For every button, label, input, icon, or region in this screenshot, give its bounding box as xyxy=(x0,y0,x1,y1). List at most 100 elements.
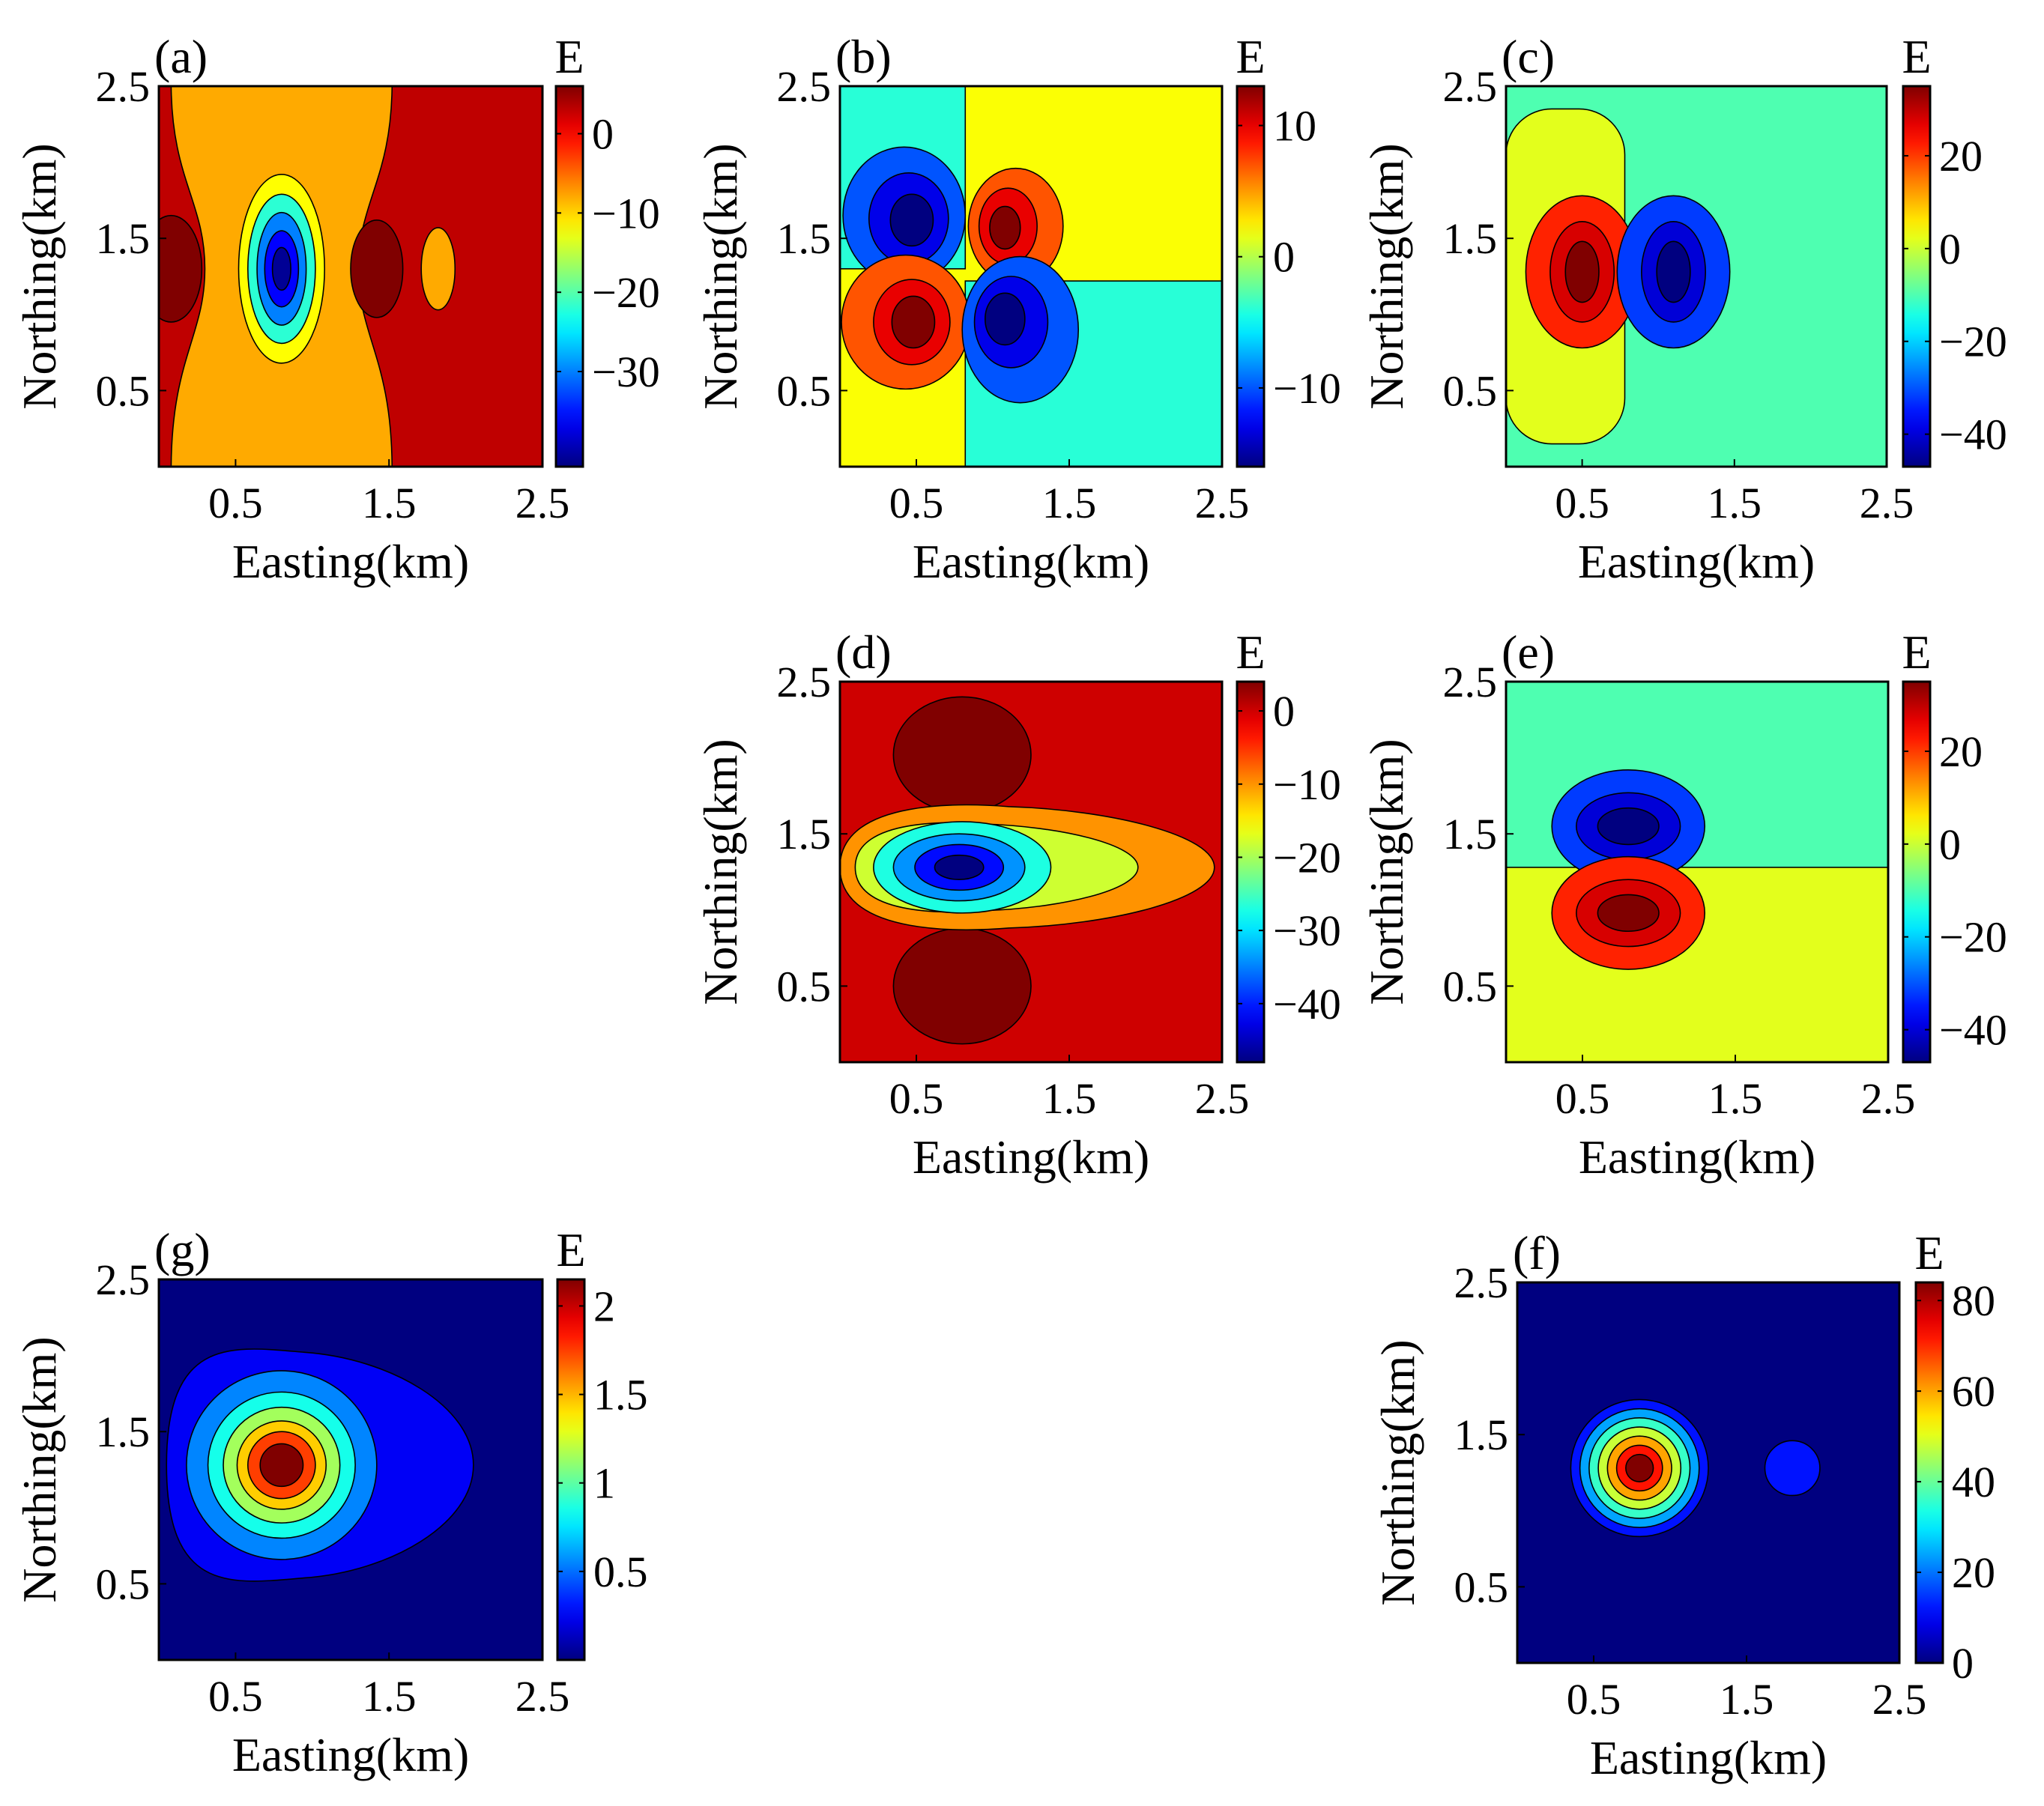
panel-a-x-tick-label: 0.5 xyxy=(208,479,263,527)
panel-c-contour-3 xyxy=(1564,240,1600,303)
panel-e-axes-frame xyxy=(1505,680,1890,1064)
panel-b-x-tick-label: 1.5 xyxy=(1042,479,1097,527)
panel-g-y-tick-label: 2.5 xyxy=(96,1255,151,1304)
panel-f-colorbar-title: E xyxy=(1914,1226,1944,1279)
panel-a-colorbar xyxy=(554,85,584,468)
panel-c-y-tick-label: 1.5 xyxy=(1443,214,1498,263)
panel-c-y-tick-label: 2.5 xyxy=(1443,62,1498,111)
panel-d-x-tick-label: 1.5 xyxy=(1042,1074,1097,1123)
panel-f-axes-frame xyxy=(1516,1281,1901,1664)
panel-d-contour-0 xyxy=(892,696,1032,813)
panel-f-colorbar-tick-label: 40 xyxy=(1952,1458,1995,1506)
panel-f-colorbar-tick-label: 80 xyxy=(1952,1276,1995,1325)
panel-f-y-tick-label: 1.5 xyxy=(1454,1410,1509,1459)
panel-a-plot-area xyxy=(159,86,542,467)
panel-e-colorbar-tick-label: −20 xyxy=(1939,913,2007,962)
panel-b-y-axis-label: Northing(km) xyxy=(694,143,747,410)
panel-c-colorbar-title: E xyxy=(1902,30,1931,83)
panel-f-colorbar xyxy=(1914,1281,1944,1664)
panel-e-contour-6 xyxy=(1597,894,1660,933)
panel-b-x-tick-label: 0.5 xyxy=(889,479,944,527)
panel-d-plot-area xyxy=(840,682,1222,1062)
panel-g-y-tick-label: 1.5 xyxy=(96,1407,151,1456)
panel-c-y-tick-label: 0.5 xyxy=(1443,366,1498,415)
panel-e-plot-area xyxy=(1506,682,1888,1062)
panel-d-colorbar-tick-label: −40 xyxy=(1273,980,1341,1028)
panel-g-panel-label: (g) xyxy=(154,1223,211,1276)
panel-b-plot-area xyxy=(840,86,1222,467)
panel-d-colorbar-title: E xyxy=(1236,625,1265,679)
panel-a-y-axis-label: Northing(km) xyxy=(13,143,66,410)
panel-d-contour-1 xyxy=(892,927,1032,1045)
panel-f-colorbar-tick-label: 20 xyxy=(1952,1548,1995,1597)
panel-e-x-tick-label: 0.5 xyxy=(1555,1074,1610,1123)
panel-d-colorbar-tick-label: −20 xyxy=(1273,833,1341,882)
panel-g-x-tick-label: 0.5 xyxy=(208,1672,263,1721)
panel-g-plot-area xyxy=(159,1279,542,1660)
panel-f-x-tick-label: 1.5 xyxy=(1720,1675,1774,1724)
panel-d-colorbar-tick-label: 0 xyxy=(1273,687,1295,736)
panel-g-colorbar-title: E xyxy=(556,1223,585,1276)
panel-b-colorbar-tick-label: 0 xyxy=(1273,233,1295,282)
panel-b-axes-frame xyxy=(838,85,1224,468)
panel-b-y-tick-label: 0.5 xyxy=(777,366,832,415)
panel-b-contour-10 xyxy=(891,295,936,349)
panel-a-contour-7 xyxy=(350,219,404,318)
panel-f: 0.5 1.5 2.5 0.5 1.5 2.5 Easting(km) Northing(km… xyxy=(1371,1226,1995,1784)
panel-a-x-tick-label: 2.5 xyxy=(515,479,570,527)
panel-e-x-tick-label: 1.5 xyxy=(1708,1074,1763,1123)
panel-a-y-tick-label: 0.5 xyxy=(96,366,151,415)
panel-c-contour-6 xyxy=(1656,240,1691,303)
panel-a-colorbar-tick-label: −20 xyxy=(592,268,660,317)
panel-c: 0.5 1.5 2.5 0.5 1.5 2.5 Easting(km) Northing(km… xyxy=(1360,30,2007,588)
panel-g-axes-frame xyxy=(157,1278,544,1661)
panel-d-y-tick-label: 2.5 xyxy=(777,658,832,706)
panel-g-x-axis-label: Easting(km) xyxy=(232,1728,469,1781)
panel-b-contour-7 xyxy=(989,205,1021,250)
panel-b: 0.5 1.5 2.5 0.5 1.5 2.5 Easting(km) Northing(km… xyxy=(694,30,1341,588)
panel-d-contour-7 xyxy=(934,854,985,880)
panel-f-x-tick-label: 0.5 xyxy=(1567,1675,1621,1724)
panel-g-colorbar xyxy=(556,1278,586,1661)
panel-g-contour-6 xyxy=(259,1443,304,1488)
panel-g: 0.5 1.5 2.5 0.5 1.5 2.5 Easting(km) Northing(km… xyxy=(13,1223,648,1781)
panel-b-y-tick-label: 2.5 xyxy=(777,62,832,111)
panel-e: 0.5 1.5 2.5 0.5 1.5 2.5 Easting(km) Northing(km… xyxy=(1360,625,2007,1184)
panel-e-panel-label: (e) xyxy=(1502,625,1555,679)
panel-d-colorbar-tick-label: −10 xyxy=(1273,760,1341,809)
panel-a-contour-5 xyxy=(271,246,291,291)
panel-b-contour-4 xyxy=(889,193,934,247)
panel-d-x-axis-label: Easting(km) xyxy=(913,1130,1149,1184)
panel-d-colorbar-tick-label: −30 xyxy=(1273,906,1341,955)
panel-f-contour-7 xyxy=(1764,1440,1821,1497)
panel-d-y-tick-label: 1.5 xyxy=(777,810,832,858)
panel-e-colorbar-tick-label: 20 xyxy=(1939,727,1983,776)
panel-d-panel-label: (d) xyxy=(835,625,892,679)
panel-f-y-tick-label: 2.5 xyxy=(1454,1258,1509,1307)
panel-e-y-tick-label: 2.5 xyxy=(1443,658,1498,706)
panel-b-contour-13 xyxy=(984,292,1026,346)
panel-d-axes-frame xyxy=(838,680,1224,1064)
panel-f-y-axis-label: Northing(km) xyxy=(1371,1339,1424,1606)
panel-b-colorbar-tick-label: −10 xyxy=(1273,364,1341,413)
panel-a-contour-6 xyxy=(159,214,203,323)
panel-e-colorbar-tick-label: −40 xyxy=(1939,1006,2007,1055)
panel-d: 0.5 1.5 2.5 0.5 1.5 2.5 Easting(km) Northing(km… xyxy=(694,625,1341,1184)
panel-c-x-tick-label: 2.5 xyxy=(1860,479,1914,527)
panel-e-y-tick-label: 0.5 xyxy=(1443,962,1498,1010)
panel-f-contour-6 xyxy=(1625,1453,1654,1482)
panel-g-colorbar-tick-label: 1 xyxy=(593,1459,615,1508)
panel-g-colorbar-tick-label: 2 xyxy=(593,1282,615,1330)
panel-a-colorbar-tick-label: −30 xyxy=(592,348,660,396)
panel-e-colorbar-title: E xyxy=(1902,625,1931,679)
panel-e-colorbar-tick-label: 0 xyxy=(1939,820,1961,869)
panel-g-y-tick-label: 0.5 xyxy=(96,1560,151,1608)
panel-b-panel-label: (b) xyxy=(835,30,892,83)
panel-b-y-tick-label: 1.5 xyxy=(777,214,832,263)
panel-f-x-tick-label: 2.5 xyxy=(1872,1675,1927,1724)
panel-a-colorbar-title: E xyxy=(554,30,584,83)
panel-b-x-tick-label: 2.5 xyxy=(1195,479,1250,527)
panel-g-x-tick-label: 2.5 xyxy=(515,1672,570,1721)
panel-a: 0.5 1.5 2.5 0.5 1.5 2.5 Easting(km) Northing(km… xyxy=(13,30,660,588)
panel-a-x-axis-label: Easting(km) xyxy=(232,535,469,588)
